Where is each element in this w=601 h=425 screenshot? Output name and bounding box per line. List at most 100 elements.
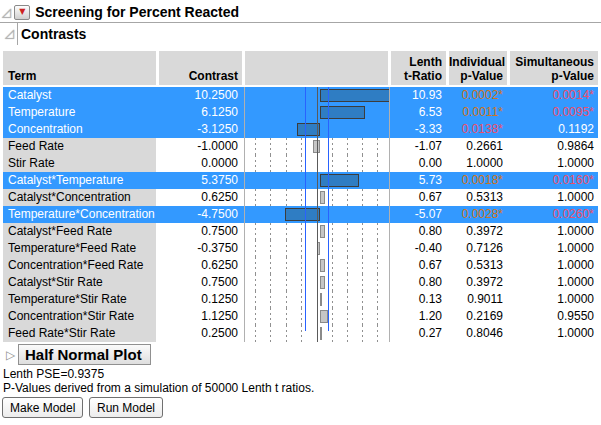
- individual-header-line1: Individual: [449, 55, 503, 69]
- contrasts-disclosure-icon[interactable]: ◿: [5, 27, 14, 39]
- table-row[interactable]: Catalyst*Feed Rate0.75000.800.39721.0000: [3, 223, 598, 240]
- contrast-cell: -3.1250: [159, 121, 242, 138]
- chart-gridline: [286, 291, 287, 308]
- chart-gridline: [255, 240, 256, 257]
- chart-gridline: [377, 240, 378, 257]
- table-row[interactable]: Concentration*Feed Rate0.62500.670.53131…: [3, 257, 598, 274]
- outline-left-border: [17, 23, 18, 45]
- chart-gridline: [286, 223, 287, 240]
- simultaneous-p-value-cell: 0.1192: [510, 121, 598, 138]
- chart-gridline: [286, 274, 287, 291]
- lenth-t-ratio-cell: 0.80: [391, 223, 446, 240]
- table-row[interactable]: Temperature6.12506.530.0011*0.0095*: [3, 104, 598, 121]
- contrast-bar: [320, 106, 365, 119]
- chart-gridline: [377, 189, 378, 206]
- contrasts-section-header: ◿ Contrasts: [0, 22, 601, 45]
- chart-gridline: [347, 257, 348, 274]
- table-row[interactable]: Temperature*Stir Rate0.12500.130.90111.0…: [3, 291, 598, 308]
- table-row[interactable]: Catalyst*Temperature5.37505.730.0018*0.0…: [3, 172, 598, 189]
- chart-gridline: [347, 155, 348, 172]
- chart-gridline: [332, 189, 333, 206]
- chart-gridline: [347, 274, 348, 291]
- table-row[interactable]: Catalyst10.250010.930.0002*0.0014*: [3, 87, 598, 104]
- table-row[interactable]: Temperature*Feed Rate-0.3750-0.400.71261…: [3, 240, 598, 257]
- table-row[interactable]: Feed Rate-1.0000-1.070.26610.9864: [3, 138, 598, 155]
- contrast-cell: 0.7500: [159, 223, 242, 240]
- run-model-button[interactable]: Run Model: [89, 397, 163, 418]
- lenth-t-ratio-cell: -5.07: [391, 206, 446, 223]
- column-header-individual-p-value: Individual p-Value: [449, 51, 507, 85]
- chart-gridline: [270, 138, 271, 155]
- term-cell: Concentration*Feed Rate: [3, 257, 156, 274]
- chart-gridline: [377, 291, 378, 308]
- term-cell: Catalyst*Feed Rate: [3, 223, 156, 240]
- contrast-bar: [320, 259, 325, 272]
- table-row[interactable]: Catalyst*Stir Rate0.75000.800.39721.0000: [3, 274, 598, 291]
- chart-gridline: [362, 240, 363, 257]
- column-header-chart: [245, 51, 388, 85]
- lenth-t-ratio-cell: -1.07: [391, 138, 446, 155]
- term-cell: Temperature*Concentration: [3, 206, 156, 223]
- chart-gridline: [332, 223, 333, 240]
- table-row[interactable]: Catalyst*Concentration0.62500.670.53131.…: [3, 189, 598, 206]
- chart-gridline: [362, 325, 363, 342]
- table-row[interactable]: Concentration-3.1250-3.330.0138*0.1192: [3, 121, 598, 138]
- individual-p-value-cell: 0.3972: [449, 274, 507, 291]
- lenth-pse-text: Lenth PSE=0.9375: [3, 367, 104, 381]
- contrast-bar: [320, 225, 325, 238]
- table-row[interactable]: Concentration*Stir Rate1.12501.200.21690…: [3, 308, 598, 325]
- chart-gridline: [332, 155, 333, 172]
- chart-gridline: [347, 189, 348, 206]
- chart-gridline: [332, 138, 333, 155]
- term-cell: Catalyst*Concentration: [3, 189, 156, 206]
- chart-gridline: [301, 155, 302, 172]
- individual-p-value-cell: 0.0011*: [449, 104, 507, 121]
- chart-gridline: [286, 257, 287, 274]
- half-normal-plot-header[interactable]: Half Normal Plot: [18, 344, 151, 365]
- lenth-t-ratio-cell: 10.93: [391, 87, 446, 104]
- chart-gridline: [301, 308, 302, 325]
- individual-p-value-cell: 0.0002*: [449, 87, 507, 104]
- chart-gridline: [301, 291, 302, 308]
- table-row[interactable]: Feed Rate*Stir Rate0.25000.270.80461.000…: [3, 325, 598, 342]
- chart-gridline: [332, 291, 333, 308]
- individual-p-value-cell: 0.8046: [449, 325, 507, 342]
- chart-gridline: [301, 240, 302, 257]
- chart-gridline: [377, 308, 378, 325]
- lenth-t-ratio-cell: 0.67: [391, 189, 446, 206]
- contrast-cell: 0.6250: [159, 189, 242, 206]
- individual-p-value-cell: 0.5313: [449, 189, 507, 206]
- chart-gridline: [332, 325, 333, 342]
- individual-p-value-cell: 0.0018*: [449, 172, 507, 189]
- table-row[interactable]: Stir Rate0.00000.001.00001.0000: [3, 155, 598, 172]
- disclosure-open-icon[interactable]: ◿: [2, 6, 11, 18]
- red-triangle-icon: ▼: [19, 8, 25, 16]
- chart-gridline: [270, 308, 271, 325]
- simultaneous-p-value-cell: 0.9864: [510, 138, 598, 155]
- chart-gridline: [347, 223, 348, 240]
- make-model-button[interactable]: Make Model: [2, 397, 83, 418]
- chart-gridline: [301, 189, 302, 206]
- contrast-header-label: Contrast: [159, 69, 238, 83]
- contrast-cell: 1.1250: [159, 308, 242, 325]
- p-value-note-text: P-Values derived from a simulation of 50…: [3, 381, 314, 395]
- half-normal-plot-disclosure-icon[interactable]: ▷: [6, 348, 15, 362]
- term-cell: Concentration*Stir Rate: [3, 308, 156, 325]
- chart-right-border: [389, 87, 390, 342]
- chart-gridline: [347, 240, 348, 257]
- chart-gridline: [362, 291, 363, 308]
- chart-left-border: [244, 87, 245, 342]
- chart-gridline: [255, 257, 256, 274]
- red-triangle-menu-button[interactable]: ▼: [14, 5, 30, 20]
- contrast-cell: 0.1250: [159, 291, 242, 308]
- contrast-bar: [320, 310, 328, 323]
- contrast-cell: -0.3750: [159, 240, 242, 257]
- term-cell: Temperature*Stir Rate: [3, 291, 156, 308]
- lenth-t-ratio-cell: 1.20: [391, 308, 446, 325]
- chart-gridline: [362, 274, 363, 291]
- chart-gridline: [347, 325, 348, 342]
- simultaneous-header-line1: Simultaneous: [510, 55, 594, 69]
- chart-gridline: [255, 189, 256, 206]
- lenth-t-ratio-cell: -3.33: [391, 121, 446, 138]
- table-row[interactable]: Temperature*Concentration-4.7500-5.070.0…: [3, 206, 598, 223]
